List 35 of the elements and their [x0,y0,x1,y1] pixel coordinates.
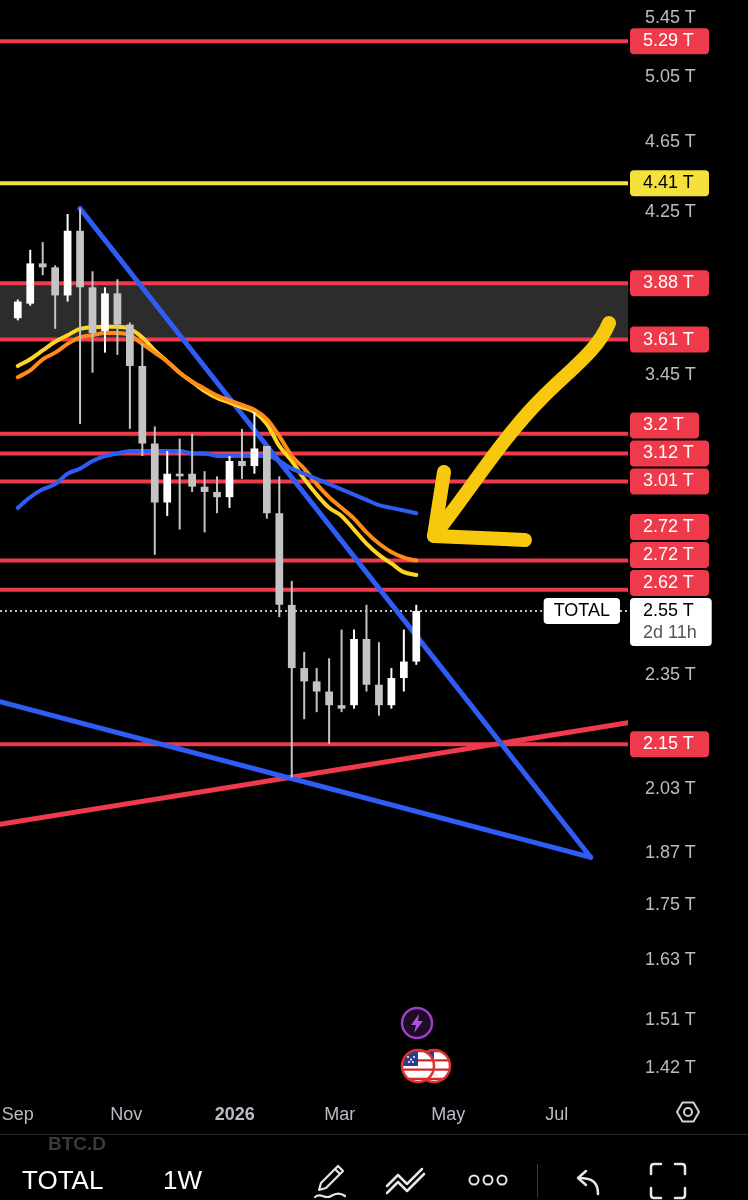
text: BTC.D [48,1133,107,1155]
y-tick-label: 4.25 T [645,201,696,222]
ref-line-label: 3.2 T [643,414,684,435]
y-tick-label: 1.87 T [645,842,696,863]
text: TOTAL [553,599,611,620]
annotation: 2.72 T [643,543,694,564]
x-tick-label: Nov [110,1103,143,1124]
ref-line-label: 3.61 T [643,328,694,349]
text: 1W [163,1165,202,1195]
y-tick-label: 3.45 T [645,363,696,384]
x-tick-label: May [431,1103,466,1124]
y-tick-label: 1.42 T [645,1056,696,1077]
text: 2d 11h [643,621,697,642]
y-tick-label: 5.05 T [645,66,696,87]
ref-line-label: 3.01 T [643,470,694,491]
x-tick-label: Jul [545,1103,569,1124]
ref-line-label: 4.41 T [643,172,694,193]
y-tick-label: 4.65 T [645,130,696,151]
ref-line-label: 2.15 T [643,733,694,754]
y-tick-label: 2.35 T [645,663,696,684]
y-tick-label: 5.45 T [645,6,696,27]
legend-label: 2.72 T [643,515,694,536]
x-tick-label: 2026 [214,1103,255,1124]
x-tick-label: Mar [324,1103,356,1124]
y-tick-label: 1.63 T [645,949,696,970]
ref-line-label: 5.29 T [643,30,694,51]
ref-line-label: 3.88 T [643,272,694,293]
ref-line-label: 2.55 T [643,599,694,620]
ref-line-label: 3.12 T [643,442,694,463]
ref-line-label: 2.62 T [643,571,694,592]
y-tick-label: 1.51 T [645,1008,696,1029]
y-tick-label: 2.03 T [645,777,696,798]
x-tick-label: Sep [1,1103,34,1124]
text: TOTAL [22,1165,104,1195]
y-tick-label: 1.75 T [645,893,696,914]
